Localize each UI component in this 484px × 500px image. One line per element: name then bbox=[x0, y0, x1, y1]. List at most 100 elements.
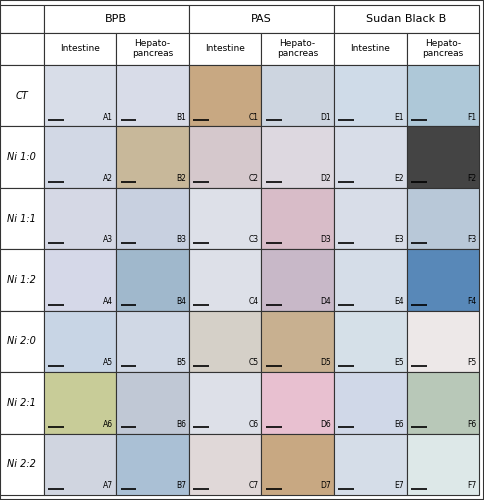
Bar bbox=[189, 65, 261, 126]
Text: F5: F5 bbox=[467, 358, 476, 367]
Text: Ni 2:1: Ni 2:1 bbox=[7, 398, 36, 408]
Bar bbox=[334, 250, 407, 310]
Bar bbox=[0, 372, 44, 434]
Text: D3: D3 bbox=[320, 236, 331, 244]
Bar bbox=[334, 188, 407, 250]
Bar bbox=[407, 434, 479, 495]
Bar bbox=[407, 32, 479, 65]
Bar bbox=[334, 372, 407, 434]
Text: E7: E7 bbox=[394, 481, 404, 490]
Bar bbox=[261, 372, 334, 434]
Text: E2: E2 bbox=[394, 174, 404, 183]
Bar bbox=[407, 372, 479, 434]
Bar bbox=[0, 188, 44, 250]
Text: B1: B1 bbox=[176, 112, 186, 122]
Bar bbox=[189, 434, 261, 495]
Bar bbox=[44, 434, 116, 495]
Text: B2: B2 bbox=[176, 174, 186, 183]
Bar bbox=[44, 5, 189, 32]
Bar bbox=[334, 5, 479, 32]
Bar bbox=[116, 372, 189, 434]
Bar bbox=[407, 188, 479, 250]
Bar bbox=[334, 65, 407, 126]
Text: Ni 2:2: Ni 2:2 bbox=[7, 460, 36, 469]
Text: C1: C1 bbox=[248, 112, 258, 122]
Bar bbox=[116, 126, 189, 188]
Bar bbox=[261, 310, 334, 372]
Bar bbox=[261, 65, 334, 126]
Bar bbox=[116, 310, 189, 372]
Text: A5: A5 bbox=[103, 358, 113, 367]
Bar bbox=[189, 310, 261, 372]
Text: B3: B3 bbox=[176, 236, 186, 244]
Bar bbox=[0, 32, 44, 65]
Text: F4: F4 bbox=[467, 297, 476, 306]
Text: Intestine: Intestine bbox=[350, 44, 390, 54]
Bar bbox=[116, 65, 189, 126]
Bar bbox=[334, 126, 407, 188]
Bar bbox=[0, 65, 44, 126]
Text: PAS: PAS bbox=[251, 14, 272, 24]
Text: A2: A2 bbox=[103, 174, 113, 183]
Bar bbox=[261, 32, 334, 65]
Text: D5: D5 bbox=[320, 358, 331, 367]
Text: A1: A1 bbox=[103, 112, 113, 122]
Text: E3: E3 bbox=[394, 236, 404, 244]
Text: BPB: BPB bbox=[105, 14, 127, 24]
Text: D6: D6 bbox=[320, 420, 331, 428]
Bar bbox=[0, 310, 44, 372]
Bar bbox=[0, 5, 44, 32]
Bar bbox=[0, 250, 44, 310]
Bar bbox=[407, 250, 479, 310]
Text: Hepato-
pancreas: Hepato- pancreas bbox=[277, 39, 318, 58]
Text: Ni 2:0: Ni 2:0 bbox=[7, 336, 36, 346]
Bar bbox=[334, 434, 407, 495]
Bar bbox=[44, 372, 116, 434]
Text: A3: A3 bbox=[103, 236, 113, 244]
Text: CT: CT bbox=[15, 90, 28, 101]
Text: C7: C7 bbox=[248, 481, 258, 490]
Text: F7: F7 bbox=[467, 481, 476, 490]
Bar bbox=[189, 250, 261, 310]
Text: F1: F1 bbox=[467, 112, 476, 122]
Bar bbox=[44, 250, 116, 310]
Bar bbox=[261, 188, 334, 250]
Bar bbox=[407, 65, 479, 126]
Bar bbox=[189, 126, 261, 188]
Text: A7: A7 bbox=[103, 481, 113, 490]
Text: D1: D1 bbox=[320, 112, 331, 122]
Bar bbox=[116, 434, 189, 495]
Bar bbox=[116, 188, 189, 250]
Text: D7: D7 bbox=[320, 481, 331, 490]
Bar bbox=[189, 32, 261, 65]
Bar bbox=[0, 126, 44, 188]
Text: F2: F2 bbox=[467, 174, 476, 183]
Bar bbox=[44, 32, 116, 65]
Text: Hepato-
pancreas: Hepato- pancreas bbox=[132, 39, 173, 58]
Text: B7: B7 bbox=[176, 481, 186, 490]
Bar bbox=[44, 188, 116, 250]
Text: A4: A4 bbox=[103, 297, 113, 306]
Bar bbox=[116, 32, 189, 65]
Text: C5: C5 bbox=[248, 358, 258, 367]
Text: C6: C6 bbox=[248, 420, 258, 428]
Bar bbox=[44, 310, 116, 372]
Text: C3: C3 bbox=[248, 236, 258, 244]
Text: C2: C2 bbox=[248, 174, 258, 183]
Bar bbox=[189, 372, 261, 434]
Bar bbox=[334, 32, 407, 65]
Text: E1: E1 bbox=[394, 112, 404, 122]
Text: Sudan Black B: Sudan Black B bbox=[366, 14, 447, 24]
Text: Intestine: Intestine bbox=[60, 44, 100, 54]
Text: Hepato-
pancreas: Hepato- pancreas bbox=[422, 39, 464, 58]
Text: E6: E6 bbox=[394, 420, 404, 428]
Bar bbox=[0, 434, 44, 495]
Bar bbox=[261, 250, 334, 310]
Text: D2: D2 bbox=[320, 174, 331, 183]
Bar bbox=[116, 250, 189, 310]
Bar bbox=[189, 188, 261, 250]
Bar bbox=[44, 126, 116, 188]
Text: E5: E5 bbox=[394, 358, 404, 367]
Text: B5: B5 bbox=[176, 358, 186, 367]
Text: B4: B4 bbox=[176, 297, 186, 306]
